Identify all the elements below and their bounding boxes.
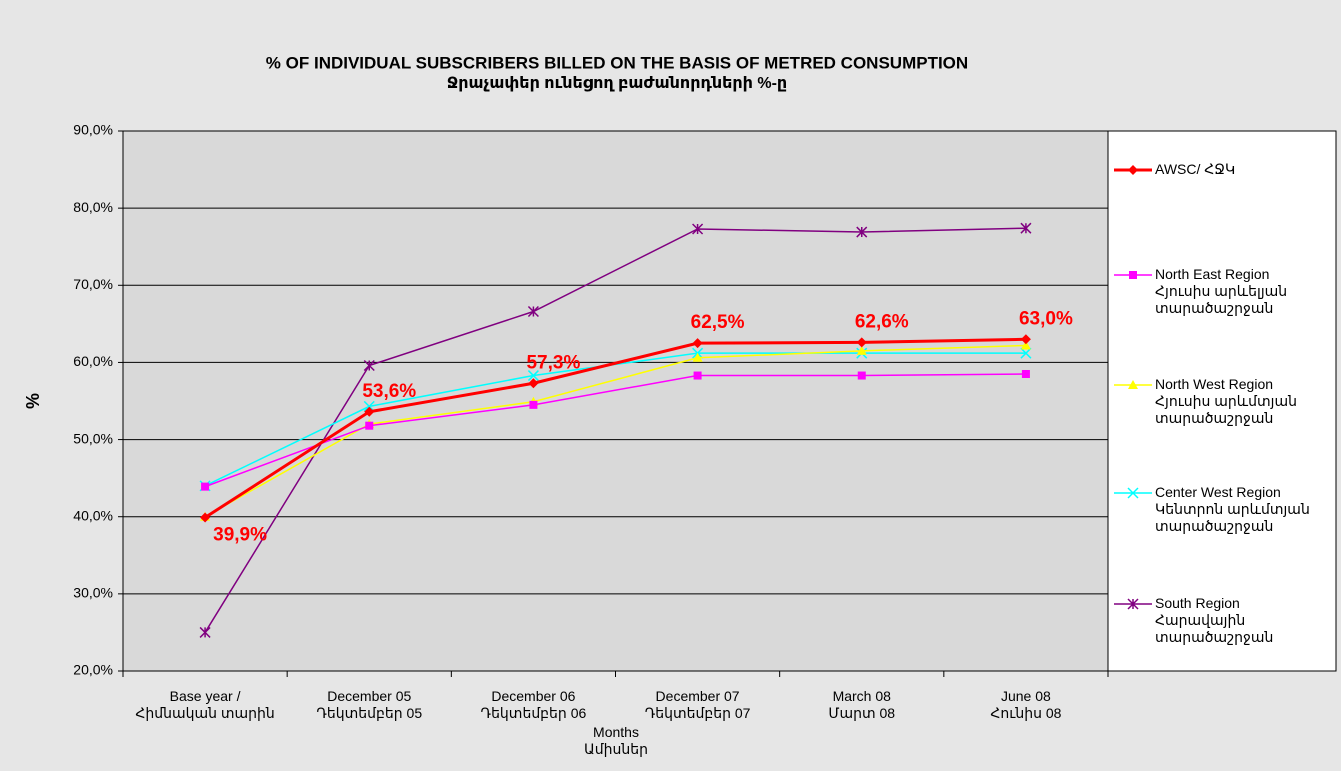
x-tick-label: March 08 Մարտ 08: [828, 688, 896, 721]
data-label: 53,6%: [362, 381, 416, 402]
legend-label: North East Region Հյուսիս արևելյան տարած…: [1155, 266, 1288, 316]
y-tick-label: 20,0%: [73, 662, 113, 678]
y-axis-label: %: [23, 393, 43, 409]
marker: [1127, 487, 1139, 499]
marker: [365, 421, 374, 430]
data-label: 39,9%: [213, 525, 267, 546]
y-tick-label: 60,0%: [73, 353, 113, 369]
marker: [528, 378, 539, 389]
marker: [529, 400, 538, 409]
series-line: [204, 227, 1026, 633]
data-label: 62,5%: [691, 312, 745, 333]
y-tick-label: 70,0%: [73, 276, 113, 292]
marker: [856, 337, 867, 348]
x-tick-label: Base year / Հիմնական տարին: [135, 688, 275, 721]
marker: [527, 370, 539, 382]
marker: [1020, 222, 1032, 234]
legend-label: Center West Region Կենտրոն արևմտյան տարա…: [1155, 484, 1310, 534]
legend-label: North West Region Հյուսիս արևմտյան տարած…: [1155, 376, 1297, 426]
marker: [364, 406, 375, 417]
marker: [1020, 334, 1031, 345]
series-line: [204, 337, 1026, 519]
y-tick-label: 30,0%: [73, 585, 113, 601]
marker: [1020, 340, 1031, 350]
marker: [692, 338, 703, 349]
marker: [200, 512, 211, 523]
x-tick-label: June 08 Հունիս 08: [990, 688, 1062, 721]
y-tick-label: 40,0%: [73, 507, 113, 523]
chart-title: % OF INDIVIDUAL SUBSCRIBERS BILLED ON TH…: [266, 53, 968, 72]
marker: [201, 482, 210, 491]
marker: [692, 352, 703, 362]
data-label: 57,3%: [526, 352, 580, 373]
marker: [857, 371, 866, 380]
marker: [527, 305, 539, 318]
x-tick-label: December 07 Դեկտեմբեր 07: [644, 688, 751, 721]
marker: [1128, 380, 1138, 389]
marker: [199, 626, 211, 638]
marker: [856, 226, 868, 238]
marker: [1021, 370, 1030, 378]
data-label: 63,0%: [1019, 308, 1073, 329]
series-line: [204, 373, 1026, 488]
marker: [363, 359, 375, 372]
legend-label: South Region Հարավային տարածաշրջան: [1155, 595, 1274, 645]
plot-area: [122, 130, 1109, 672]
marker: [1128, 165, 1138, 175]
legend-label: AWSC/ ՀՋԿ: [1155, 161, 1236, 177]
legend-box: [1107, 130, 1337, 672]
marker: [692, 223, 704, 235]
marker: [693, 371, 702, 380]
x-tick-label: December 06 Դեկտեմբեր 06: [480, 688, 587, 721]
x-tick-label: December 05 Դեկտեմբեր 05: [316, 688, 423, 721]
marker: [1127, 598, 1139, 610]
marker: [1020, 347, 1032, 359]
y-tick-label: 50,0%: [73, 430, 113, 446]
series-line: [204, 344, 1026, 518]
x-axis-label: Months Ամիսներ: [584, 724, 648, 757]
data-label: 62,6%: [855, 311, 909, 332]
y-tick-label: 90,0%: [73, 122, 113, 138]
chart-subtitle: Ջրաչափեր ունեցող բաժանորդների %-ը: [447, 75, 787, 92]
marker: [856, 345, 867, 355]
y-tick-label: 80,0%: [73, 199, 113, 215]
marker: [1129, 271, 1137, 279]
